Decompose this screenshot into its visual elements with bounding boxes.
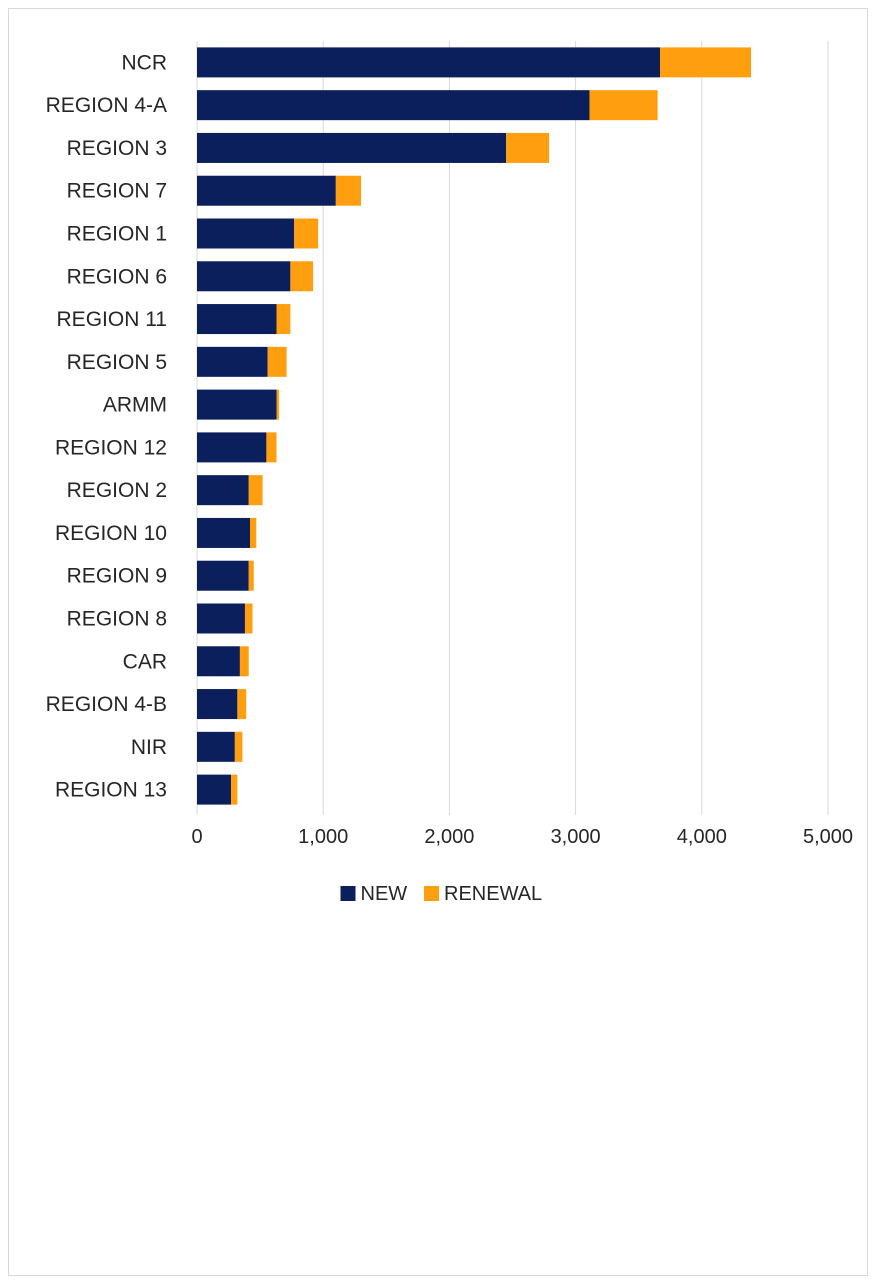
category-labels: NCR REGION 4-A REGION 3 REGION 7 REGION 1 REG… bbox=[46, 51, 167, 801]
category-label-region-4-b: REGION 4-B bbox=[46, 693, 167, 716]
bar-new-region-5 bbox=[197, 346, 268, 377]
category-label-armm: ARMM bbox=[103, 394, 167, 417]
category-label-region-12: REGION 12 bbox=[55, 436, 167, 459]
stacked-bar-chart: NCR REGION 4-A REGION 3 REGION 7 REGION 1 REG… bbox=[46, 41, 853, 905]
category-label-region-7: REGION 7 bbox=[67, 180, 167, 203]
category-label-region-4-a: REGION 4-A bbox=[46, 94, 167, 117]
legend: NEW RENEWAL bbox=[340, 883, 542, 905]
legend-swatch-renewal bbox=[424, 886, 439, 901]
bar-renewal-region-7 bbox=[335, 175, 362, 206]
bar-renewal-region-11 bbox=[276, 304, 291, 335]
bar-new-region-4-b bbox=[197, 689, 238, 720]
category-label-region-10: REGION 10 bbox=[55, 522, 167, 545]
bar-new-armm bbox=[197, 389, 277, 420]
bar-new-region-10 bbox=[197, 517, 251, 548]
x-tick-label-5-000: 5,000 bbox=[803, 826, 853, 848]
category-label-region-2: REGION 2 bbox=[67, 479, 167, 502]
bar-renewal-ncr bbox=[660, 47, 752, 78]
bar-new-ncr bbox=[197, 47, 661, 78]
category-label-nir: NIR bbox=[131, 736, 167, 759]
category-label-car: CAR bbox=[123, 650, 167, 673]
bar-new-region-13 bbox=[197, 774, 232, 805]
bar-new-region-1 bbox=[197, 218, 295, 249]
category-label-ncr: NCR bbox=[122, 51, 168, 74]
category-label-region-5: REGION 5 bbox=[67, 351, 167, 374]
bar-new-nir bbox=[197, 731, 235, 762]
bar-new-car bbox=[197, 646, 240, 677]
bar-renewal-region-10 bbox=[250, 517, 257, 548]
x-tick-label-2-000: 2,000 bbox=[424, 826, 474, 848]
gridlines bbox=[196, 41, 829, 815]
category-label-region-1: REGION 1 bbox=[67, 223, 167, 246]
bar-new-region-2 bbox=[197, 475, 249, 506]
bar-renewal-region-12 bbox=[266, 432, 277, 463]
bar-renewal-region-5 bbox=[267, 346, 287, 377]
category-label-region-8: REGION 8 bbox=[67, 608, 167, 631]
bar-renewal-car bbox=[239, 646, 249, 677]
legend-swatch-new bbox=[340, 886, 356, 901]
legend-label-new: NEW bbox=[361, 883, 408, 905]
bar-renewal-armm bbox=[276, 389, 280, 420]
bar-renewal-region-13 bbox=[231, 774, 238, 805]
bar-new-region-6 bbox=[197, 261, 291, 292]
category-label-region-9: REGION 9 bbox=[67, 565, 167, 588]
bar-new-region-12 bbox=[197, 432, 267, 463]
bar-new-region-3 bbox=[197, 132, 507, 163]
bar-renewal-region-1 bbox=[294, 218, 319, 249]
bar-renewal-region-3 bbox=[506, 132, 550, 163]
bar-new-region-9 bbox=[197, 560, 249, 591]
bars bbox=[197, 47, 752, 805]
x-tick-label-1-000: 1,000 bbox=[298, 826, 348, 848]
bar-new-region-8 bbox=[197, 603, 245, 634]
category-label-region-11: REGION 11 bbox=[57, 308, 167, 331]
x-axis-ticks: 0 1,000 2,000 3,000 4,000 5,000 bbox=[191, 826, 853, 848]
category-label-region-3: REGION 3 bbox=[67, 137, 167, 160]
x-tick-label-3-000: 3,000 bbox=[551, 826, 601, 848]
category-label-region-6: REGION 6 bbox=[67, 265, 167, 288]
bar-new-region-7 bbox=[197, 175, 336, 206]
bar-renewal-region-4-a bbox=[589, 90, 658, 121]
bar-renewal-nir bbox=[234, 731, 243, 762]
bar-renewal-region-6 bbox=[290, 261, 314, 292]
bar-renewal-region-9 bbox=[248, 560, 254, 591]
x-tick-label-4-000: 4,000 bbox=[677, 826, 727, 848]
bar-renewal-region-4-b bbox=[237, 689, 247, 720]
x-tick-label-0: 0 bbox=[191, 826, 202, 848]
bar-new-region-11 bbox=[197, 304, 277, 335]
legend-label-renewal: RENEWAL bbox=[444, 883, 542, 905]
bar-renewal-region-2 bbox=[248, 475, 263, 506]
category-label-region-13: REGION 13 bbox=[55, 779, 167, 802]
chart-frame: NCR REGION 4-A REGION 3 REGION 7 REGION 1 REG… bbox=[8, 8, 868, 1276]
bar-new-region-4-a bbox=[197, 90, 590, 121]
bar-renewal-region-8 bbox=[244, 603, 253, 634]
